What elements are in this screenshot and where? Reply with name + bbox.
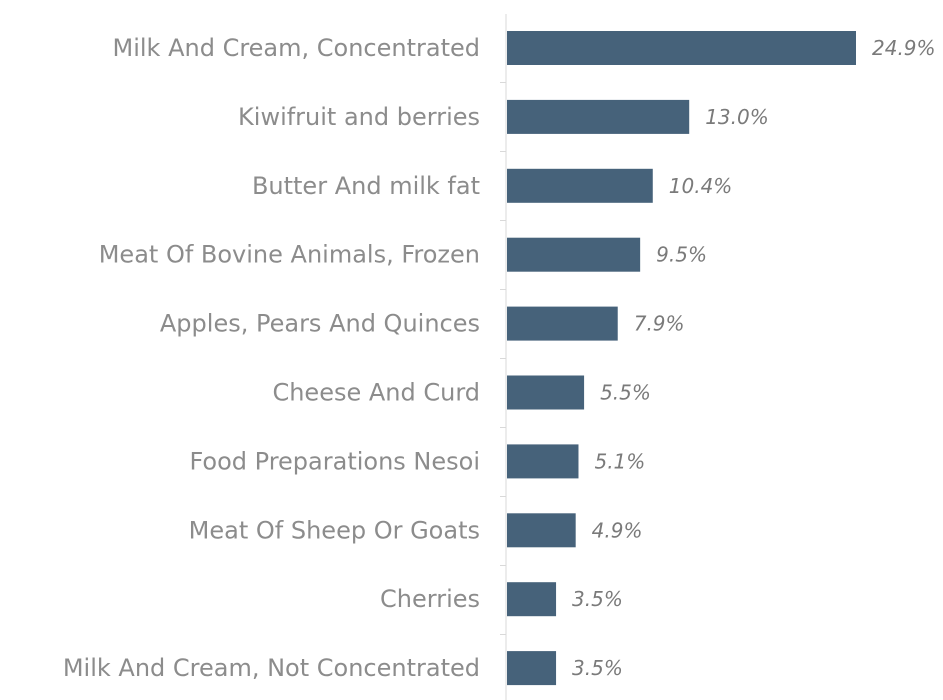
category-label: Meat Of Sheep Or Goats (189, 516, 480, 544)
bar (507, 513, 576, 548)
data-label: 3.5% (572, 656, 623, 680)
bar (507, 306, 618, 341)
bar (507, 168, 653, 203)
data-label: 13.0% (705, 105, 769, 129)
category-label: Milk And Cream, Not Concentrated (63, 654, 480, 682)
data-label: 9.5% (656, 243, 707, 267)
bar (507, 375, 585, 410)
category-label: Butter And milk fat (252, 172, 480, 200)
bar (507, 237, 641, 272)
data-label: 4.9% (592, 518, 643, 542)
category-label: Milk And Cream, Concentrated (113, 34, 481, 62)
category-label: Kiwifruit and berries (238, 103, 480, 131)
category-label: Apples, Pears And Quinces (160, 310, 480, 338)
category-label: Meat Of Bovine Animals, Frozen (99, 241, 480, 269)
data-label: 5.5% (600, 381, 651, 405)
bar (507, 444, 579, 479)
category-label: Food Preparations Nesoi (189, 447, 480, 475)
category-label: Cherries (380, 585, 480, 613)
bar (507, 582, 557, 617)
bars-layer (507, 31, 856, 686)
bar (507, 651, 557, 686)
bar (507, 99, 690, 134)
data-label: 7.9% (634, 312, 685, 336)
data-label: 24.9% (872, 36, 936, 60)
data-label: 3.5% (572, 587, 623, 611)
data-label: 10.4% (669, 174, 733, 198)
labels-layer: Milk And Cream, Concentrated 24.9% Kiwifru… (63, 34, 936, 682)
category-label: Cheese And Curd (272, 379, 480, 407)
axis-layer (500, 14, 507, 700)
bar (507, 31, 856, 65)
data-label: 5.1% (594, 449, 645, 473)
